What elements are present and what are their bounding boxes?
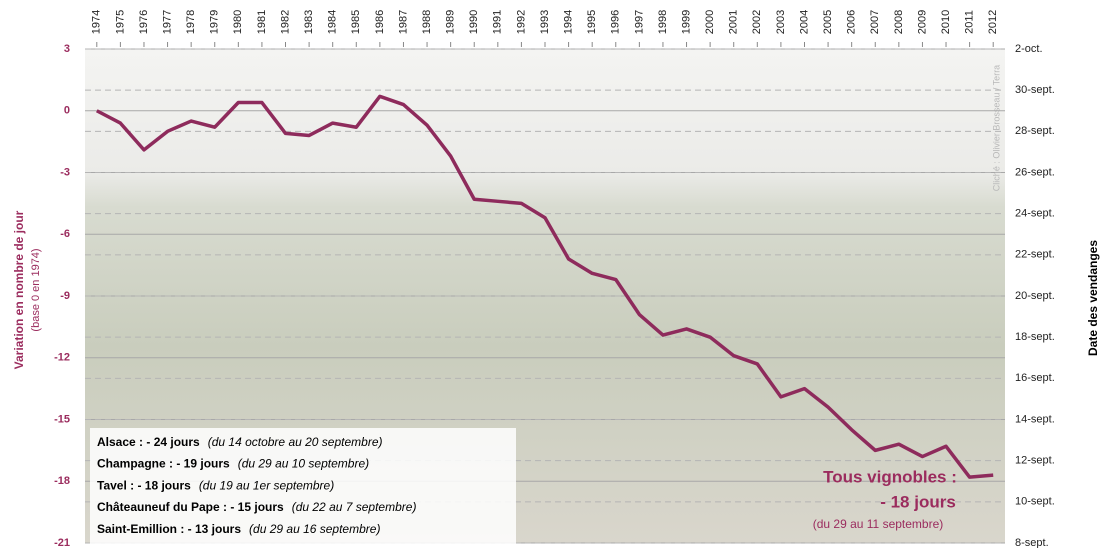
- y2-tick-label: 8-sept.: [1015, 537, 1049, 548]
- y2-tick-label: 22-sept.: [1015, 249, 1055, 261]
- y-tick-label: -3: [60, 166, 70, 178]
- x-tick-label: 2010: [940, 10, 952, 34]
- y-tick-label: -9: [60, 290, 70, 302]
- y2-tick-label: 26-sept.: [1015, 166, 1055, 178]
- x-tick-label: 1981: [256, 10, 268, 34]
- legend-detail: (du 29 au 10 septembre): [238, 457, 369, 471]
- legend-detail: (du 19 au 1er septembre): [199, 479, 334, 493]
- legend-name: Champagne : - 19 jours: [97, 457, 230, 471]
- legend-name: Alsace : - 24 jours: [97, 435, 200, 449]
- y2-tick-label: 12-sept.: [1015, 455, 1055, 467]
- y2-tick-label: 10-sept.: [1015, 496, 1055, 508]
- y2-tick-label: 30-sept.: [1015, 84, 1055, 96]
- x-tick-label: 1987: [397, 10, 409, 34]
- page: {"chart_data": {"type": "line", "y_label…: [0, 0, 1103, 548]
- x-tick-label: 1985: [350, 10, 362, 34]
- x-tick-label: 1977: [161, 10, 173, 34]
- y2-tick-label: 18-sept.: [1015, 331, 1055, 343]
- y-tick-label: -15: [54, 413, 70, 425]
- x-tick-label: 1994: [562, 10, 574, 34]
- x-tick-label: 2000: [704, 10, 716, 34]
- legend-detail: (du 29 au 16 septembre): [249, 522, 380, 536]
- x-tick-label: 2002: [751, 10, 763, 34]
- x-tick-label: 1983: [303, 10, 315, 34]
- x-tick-label: 1984: [327, 10, 339, 34]
- x-tick-label: 1996: [610, 10, 622, 34]
- legend-detail: (du 22 au 7 septembre): [292, 500, 417, 514]
- x-tick-label: 1995: [586, 10, 598, 34]
- x-tick-label: 1991: [492, 10, 504, 34]
- y2-tick-label: 2-oct.: [1015, 43, 1043, 55]
- legend-detail: (du 14 octobre au 20 septembre): [208, 435, 383, 449]
- y2-tick-label: 20-sept.: [1015, 290, 1055, 302]
- x-tick-label: 1988: [421, 10, 433, 34]
- x-tick-label: 1993: [539, 10, 551, 34]
- y-axis-title: Variation en nombre de jour: [12, 210, 26, 369]
- y-tick-label: -6: [60, 228, 70, 240]
- y-tick-label: -18: [54, 475, 70, 487]
- y-tick-label: -21: [54, 537, 70, 548]
- y2-tick-label: 14-sept.: [1015, 413, 1055, 425]
- x-tick-label: 1974: [91, 10, 103, 34]
- legend-name: Saint-Emillion : - 13 jours: [97, 522, 241, 536]
- x-tick-label: 2004: [798, 10, 810, 34]
- x-tick-label: 1997: [633, 10, 645, 34]
- x-tick-label: 1976: [138, 10, 150, 34]
- x-tick-label: 2011: [964, 10, 976, 34]
- legend-entry: Châteauneuf du Pape : - 15 jours (du 22 a…: [97, 500, 416, 514]
- x-tick-label: 2007: [869, 10, 881, 34]
- x-tick-label: 2006: [846, 10, 858, 34]
- x-tick-label: 2005: [822, 10, 834, 34]
- x-tick-label: 1998: [657, 10, 669, 34]
- legend-entry: Tavel : - 18 jours (du 19 au 1er septembr…: [97, 479, 334, 493]
- x-tick-label: 1978: [185, 10, 197, 34]
- y-axis-subtitle: (base 0 en 1974): [30, 248, 42, 331]
- legend-name: Tavel : - 18 jours: [97, 479, 191, 493]
- x-tick-label: 1982: [279, 10, 291, 34]
- annotation-title: Tous vignobles :: [823, 467, 957, 486]
- x-tick-label: 1979: [209, 10, 221, 34]
- x-tick-label: 1986: [374, 10, 386, 34]
- x-tick-label: 1989: [445, 10, 457, 34]
- legend-name: Châteauneuf du Pape : - 15 jours: [97, 500, 284, 514]
- x-tick-label: 2009: [916, 10, 928, 34]
- x-tick-label: 2008: [893, 10, 905, 34]
- legend-entry: Saint-Emillion : - 13 jours (du 29 au 16 …: [97, 522, 380, 536]
- x-tick-label: 1992: [515, 10, 527, 34]
- x-tick-label: 1980: [232, 10, 244, 34]
- x-tick-label: 2012: [987, 10, 999, 34]
- x-tick-label: 1990: [468, 10, 480, 34]
- y2-tick-label: 16-sept.: [1015, 372, 1055, 384]
- annotation-detail: (du 29 au 11 septembre): [813, 517, 944, 531]
- x-tick-label: 1975: [114, 10, 126, 34]
- y2-axis-title: Date des vendanges: [1086, 240, 1100, 356]
- y2-tick-label: 24-sept.: [1015, 208, 1055, 220]
- y2-tick-label: 28-sept.: [1015, 125, 1055, 137]
- x-tick-label: 1999: [680, 10, 692, 34]
- annotation-value: - 18 jours: [880, 492, 956, 511]
- y-tick-label: 0: [64, 105, 70, 117]
- x-tick-label: 2003: [775, 10, 787, 34]
- chart: Cliché : Olivier Brosseau / Terra Variat…: [0, 0, 1103, 548]
- y-tick-label: -12: [54, 352, 70, 364]
- x-tick-label: 2001: [728, 10, 740, 34]
- legend-entry: Alsace : - 24 jours (du 14 octobre au 20 …: [97, 435, 383, 449]
- y-tick-label: 3: [64, 43, 70, 55]
